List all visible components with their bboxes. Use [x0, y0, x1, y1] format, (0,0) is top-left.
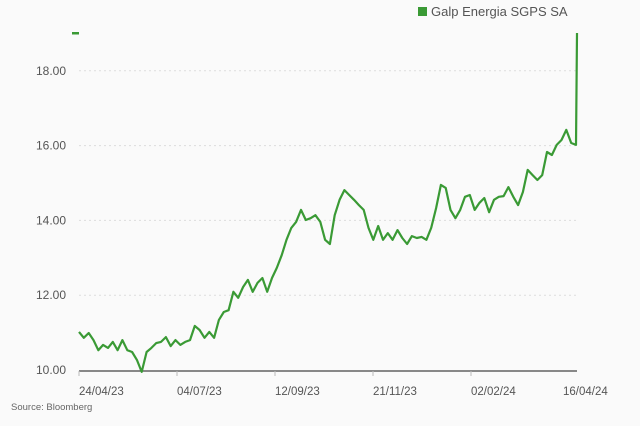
gridlines: [79, 70, 577, 296]
y-axis-ticks: 10.00 12.00 14.00 16.00 18.00: [36, 64, 66, 377]
legend: Galp Energia SGPS SA: [418, 4, 568, 19]
x-tick-label: 16/04/24: [563, 386, 608, 398]
x-tick-label: 12/09/23: [275, 386, 320, 398]
y-tick-label: 16.00: [36, 139, 66, 153]
legend-label: Galp Energia SGPS SA: [431, 4, 568, 19]
series-line-galp: [78, 32, 579, 373]
y-tick-label: 14.00: [36, 213, 66, 227]
y-tick-label: 18.00: [36, 64, 66, 78]
source-note: Source: Bloomberg: [11, 402, 92, 413]
x-axis-ticks: 24/04/23 04/07/23 12/09/23 21/11/23 02/02/24…: [78, 371, 608, 398]
y-tick-label: 12.00: [36, 288, 66, 302]
top-marker: [72, 32, 79, 35]
legend-swatch: [418, 7, 427, 16]
x-tick-label: 24/04/23: [79, 386, 124, 398]
x-tick-label: 21/11/23: [373, 386, 417, 398]
x-tick-label: 04/07/23: [177, 386, 222, 398]
x-tick-label: 02/02/24: [471, 386, 516, 398]
y-tick-label: 10.00: [36, 363, 66, 377]
